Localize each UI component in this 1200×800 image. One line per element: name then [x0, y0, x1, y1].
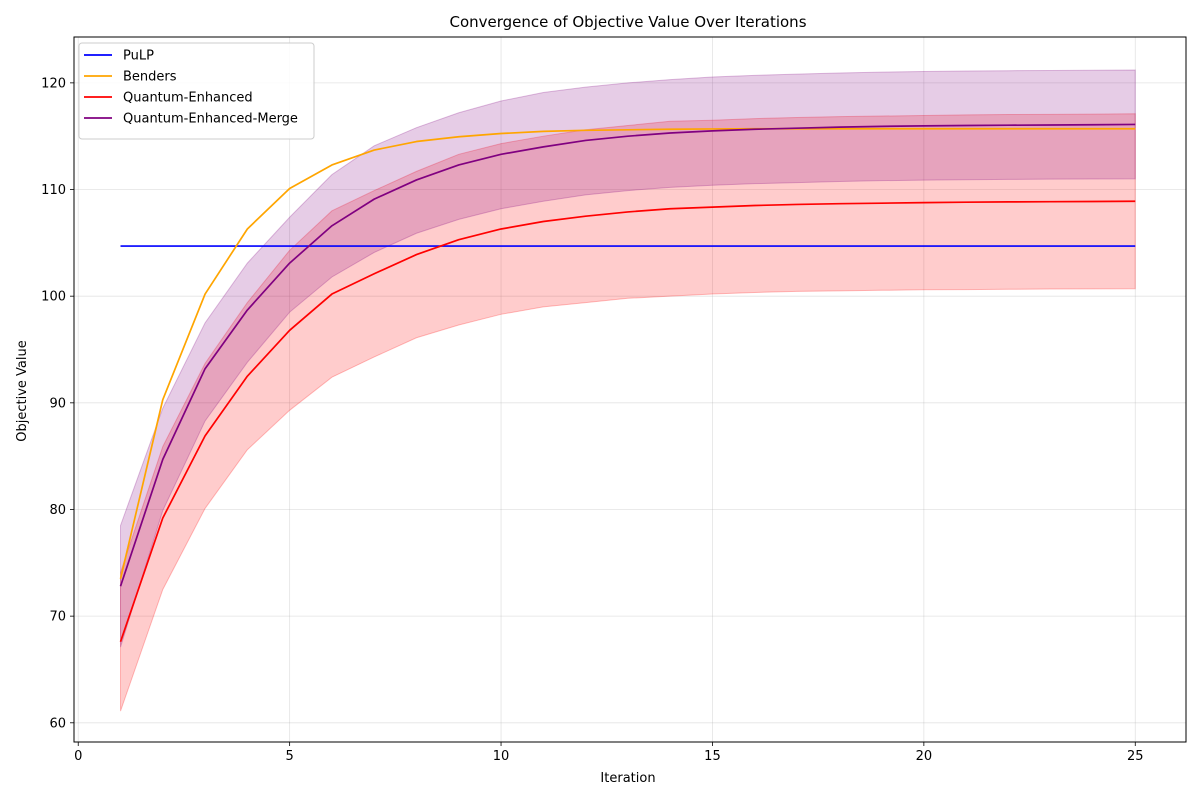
axis-ticks: 0 5 10 15 20 25 60 70 80 90 100 110 120 [41, 76, 1143, 764]
y-tick-label: 120 [41, 76, 66, 91]
x-tick-label: 20 [916, 749, 933, 764]
plot-frame [73, 36, 1187, 743]
x-axis-label: Iteration [600, 771, 655, 786]
x-tick-label: 0 [74, 749, 82, 764]
confidence-bands [120, 69, 1136, 712]
benders-series-line [119, 127, 1136, 580]
quantum-enhanced-confidence-band [120, 113, 1136, 712]
quantum-enhanced-merge-series-line [119, 123, 1136, 587]
legend-entry: Quantum-Enhanced [123, 91, 253, 106]
y-tick-label: 80 [49, 503, 66, 518]
legend-box [78, 42, 315, 140]
y-axis-label: Objective Value [15, 340, 30, 441]
legend-entry: PuLP [123, 49, 154, 64]
y-tick-label: 90 [49, 396, 66, 411]
chart-title: Convergence of Objective Value Over Iter… [449, 13, 806, 31]
y-tick-label: 100 [41, 290, 66, 305]
y-tick-label: 60 [49, 716, 66, 731]
quantum-enhanced-series-line [119, 200, 1136, 643]
y-tick-label: 70 [49, 610, 66, 625]
x-tick-label: 5 [285, 749, 293, 764]
legend-entry: Benders [123, 70, 177, 85]
x-tick-label: 10 [493, 749, 510, 764]
x-tick-label: 15 [704, 749, 721, 764]
y-tick-label: 110 [41, 183, 66, 198]
quantum-enhanced-merge-confidence-band [120, 69, 1136, 648]
legend: PuLP Benders Quantum-Enhanced Quantum-Enhan… [78, 42, 315, 140]
series-lines [119, 123, 1136, 643]
x-tick-label: 25 [1127, 749, 1144, 764]
legend-entry: Quantum-Enhanced-Merge [123, 112, 298, 127]
